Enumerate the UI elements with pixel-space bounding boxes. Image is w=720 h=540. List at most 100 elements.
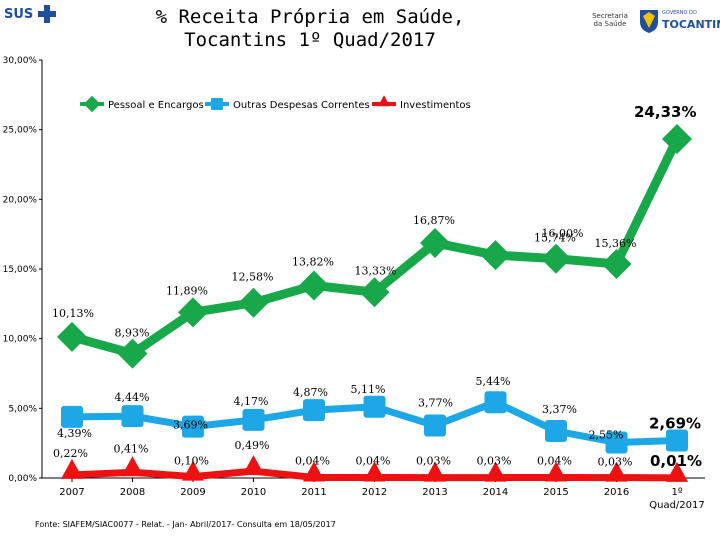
data-point-s2-6: [424, 461, 446, 482]
y-tick-label: 0,00%: [8, 474, 37, 484]
data-point-s1-2: [182, 415, 204, 438]
x-tick-label-line: Quad/2017: [649, 500, 705, 511]
data-label-s2-8: 0,04%: [537, 454, 572, 467]
x-tick-label: 2014: [483, 487, 508, 498]
data-point-s0-5: [359, 277, 390, 308]
data-point-s2-7: [484, 461, 507, 482]
tocantins-text: TOCANTINS: [662, 18, 720, 31]
data-label-s2-7: 0,03%: [477, 455, 512, 468]
data-label-s0-6: 16,87%: [413, 214, 455, 227]
legend-swatch-marker: [210, 97, 224, 111]
y-tick-label: 10,00%: [3, 335, 38, 345]
data-label-s2-1: 0,41%: [114, 442, 149, 455]
legend-label: Investimentos: [400, 100, 471, 111]
data-point-s2-3: [242, 455, 265, 476]
data-label-s0-4: 13,82%: [292, 255, 334, 268]
governo-text: GOVERNO DO: [662, 10, 697, 16]
data-label-s0-5: 13,33%: [355, 264, 397, 277]
data-label-s1-7: 5,44%: [476, 375, 511, 388]
data-label-s2-4: 0,04%: [295, 454, 330, 467]
data-label-s2-6: 0,03%: [416, 455, 451, 468]
sus-logo: SUS: [4, 4, 64, 26]
data-point-s1-1: [121, 405, 144, 428]
data-label-s0-3: 12,58%: [232, 271, 274, 284]
data-point-s2-5: [363, 461, 386, 482]
data-label-s2-3: 0,49%: [235, 439, 270, 452]
data-point-s1-9: [605, 431, 628, 454]
data-point-s0-7: [480, 240, 511, 271]
data-label-s1-2: 3,69%: [173, 419, 208, 432]
data-label-s1-1: 4,44%: [115, 391, 150, 404]
data-label-s2-2: 0,10%: [174, 455, 209, 468]
data-point-s0-3: [238, 287, 269, 318]
data-label-s0-10: 24,33%: [634, 103, 696, 121]
data-label-s1-8: 3,37%: [542, 403, 577, 416]
data-label-s2-0: 0,22%: [53, 447, 88, 460]
legend-swatch-marker: [83, 95, 101, 113]
x-tick-label: 1º Quad/2017: [649, 487, 705, 511]
x-tick-label: 2013: [422, 487, 447, 498]
series-line-0: [70, 137, 682, 359]
data-point-s2-10: [666, 461, 688, 482]
data-point-s1-10: [666, 429, 688, 452]
data-point-s0-8: [541, 243, 571, 274]
data-point-s2-4: [303, 461, 325, 482]
source-note: Fonte: SIAFEM/SIAC0077 - Relat. - Jan- A…: [35, 520, 336, 529]
data-label-s0-8: 15,74%: [534, 232, 576, 245]
y-tick-label: 5,00%: [8, 404, 37, 414]
state-emblem-icon: [640, 10, 658, 33]
y-tick-label: 15,00%: [3, 265, 38, 275]
data-label-s1-3: 4,17%: [234, 395, 269, 408]
x-tick-label: 2010: [241, 487, 266, 498]
data-point-s1-3: [242, 408, 265, 431]
x-tick-label: 2016: [604, 487, 629, 498]
data-label-s0-0: 10,13%: [52, 307, 94, 320]
data-point-s1-5: [363, 395, 386, 418]
data-point-s0-2: [178, 297, 208, 328]
health-cross-icon: [38, 5, 56, 23]
data-point-s0-0: [57, 321, 87, 352]
data-point-s1-0: [61, 405, 83, 428]
data-point-s1-7: [484, 391, 507, 414]
data-point-s1-6: [424, 414, 446, 437]
data-label-s2-9: 0,03%: [598, 456, 633, 469]
data-label-s1-6: 3,77%: [418, 396, 453, 409]
data-point-s1-4: [303, 399, 325, 422]
secretaria-text: Secretaria da Saúde: [592, 12, 628, 28]
y-tick-label: 25,00%: [3, 126, 38, 136]
x-tick-label: 2009: [180, 487, 205, 498]
data-point-s2-8: [545, 461, 567, 482]
data-point-s0-4: [299, 270, 329, 301]
data-point-s2-1: [121, 456, 144, 477]
legend-label: Outras Despesas Correntes: [233, 100, 370, 111]
data-point-s0-10: [662, 124, 692, 155]
data-point-s2-2: [182, 460, 204, 481]
data-label-s1-0: 4,39%: [57, 427, 92, 440]
x-tick-label: 2011: [301, 487, 326, 498]
data-label-s1-5: 5,11%: [351, 383, 386, 396]
tocantins-logo: Secretaria da Saúde GOVERNO DO TOCANTINS: [590, 6, 720, 40]
x-tick-label-line: 1º: [671, 487, 682, 498]
x-tick-label: 2007: [59, 487, 84, 498]
legend-label: Pessoal e Encargos: [108, 100, 204, 111]
data-point-s0-6: [420, 227, 450, 258]
x-tick-label: 2008: [120, 487, 145, 498]
data-point-s2-0: [61, 458, 83, 479]
y-tick-label: 20,00%: [3, 195, 38, 205]
y-tick-label: 30,00%: [3, 56, 38, 66]
data-label-s1-4: 4,87%: [293, 386, 328, 399]
legend-swatch-marker: [377, 95, 391, 107]
data-label-s0-1: 8,93%: [115, 327, 150, 340]
data-point-s0-1: [117, 338, 148, 369]
data-label-s1-9: 2,55%: [589, 428, 624, 441]
x-tick-label: 2015: [543, 487, 568, 498]
data-label-s0-9: 15,36%: [595, 237, 637, 250]
data-label-s0-2: 11,89%: [166, 284, 208, 297]
data-label-s1-10: 2,69%: [649, 415, 701, 433]
data-label-s2-10: 0,01%: [650, 452, 702, 470]
data-point-s1-8: [545, 420, 567, 443]
data-label-s2-5: 0,04%: [356, 454, 391, 467]
chart-title: % Receita Própria em Saúde, Tocantins 1º…: [155, 6, 465, 51]
x-tick-label: 2012: [362, 487, 387, 498]
